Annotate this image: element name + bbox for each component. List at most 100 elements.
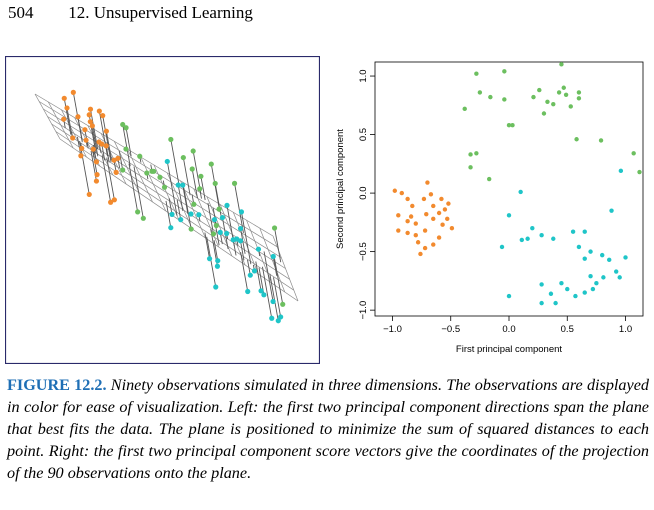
green-observation-point [151, 168, 157, 174]
green-observation-point [216, 206, 222, 212]
green-observation-point [208, 161, 214, 167]
teal-observation-point [211, 216, 218, 223]
green-observation-point [135, 209, 141, 215]
observation-points-3d [61, 89, 286, 324]
teal-score-point [600, 252, 605, 258]
green-observation-point [198, 173, 204, 179]
teal-score-point [506, 293, 512, 299]
orange-observation-point [115, 155, 121, 161]
orange-score-point [405, 230, 410, 236]
x-tick-label: 0.0 [502, 324, 515, 335]
teal-score-point [618, 168, 624, 174]
projection-line [176, 199, 182, 220]
y-tick-label: 1.0 [358, 69, 369, 82]
projection-line [128, 163, 139, 212]
teal-observation-point [270, 253, 276, 260]
teal-score-point [582, 290, 587, 295]
figure-caption: FIGURE 12.2. Ninety observations simulat… [7, 374, 649, 484]
teal-score-point [623, 255, 628, 260]
orange-observation-point [83, 137, 89, 143]
green-observation-point [168, 136, 174, 143]
orange-score-point [436, 235, 442, 240]
green-score-point [510, 123, 515, 128]
projection-line [170, 139, 180, 186]
projection-line [63, 98, 72, 135]
orange-score-point [410, 203, 415, 209]
teal-score-point [609, 208, 614, 213]
green-score-point [576, 96, 582, 101]
teal-score-point [588, 274, 593, 279]
orange-observation-point [61, 95, 67, 101]
orange-observation-point [111, 157, 117, 163]
teal-observation-point [278, 314, 284, 320]
teal-observation-point [269, 315, 275, 321]
projection-line [101, 155, 112, 203]
green-score-point [502, 69, 507, 74]
green-score-point [468, 152, 473, 157]
green-score-point [545, 99, 550, 104]
score-points [392, 62, 642, 306]
orange-score-point [425, 180, 430, 185]
orange-score-point [442, 207, 448, 212]
green-score-point [531, 94, 536, 100]
green-score-point [506, 123, 512, 128]
green-observation-point [231, 180, 238, 186]
teal-observation-point [255, 246, 262, 252]
teal-score-point [551, 236, 556, 241]
orange-score-point [422, 228, 428, 233]
teal-score-point [576, 244, 582, 250]
orange-score-point [424, 211, 429, 217]
green-score-point [537, 87, 542, 93]
projection-line [272, 256, 278, 276]
orange-observation-point [78, 153, 84, 159]
teal-observation-point [188, 211, 194, 217]
projection-line [133, 166, 144, 219]
projection-line [122, 124, 131, 167]
projection-line [232, 239, 237, 256]
green-observation-point [140, 215, 146, 221]
orange-observation-point [79, 145, 85, 151]
x-tick-label: 1.0 [619, 324, 632, 335]
projection-line [273, 277, 282, 318]
orange-observation-point [100, 113, 106, 119]
y-tick-label: 0.0 [358, 186, 369, 199]
green-score-point [637, 169, 642, 175]
y-tick-label: −0.5 [358, 242, 369, 261]
projection-line [247, 259, 251, 276]
green-observation-point [280, 301, 286, 307]
orange-observation-point [89, 123, 95, 129]
orange-score-point [408, 214, 414, 219]
chapter-title: 12. Unsupervised Learning [68, 3, 253, 22]
green-observation-point [120, 121, 126, 128]
orange-score-point [413, 221, 418, 226]
orange-observation-point [70, 135, 76, 141]
x-tick-label: −0.5 [441, 324, 460, 335]
orange-score-point [392, 188, 398, 193]
orange-score-point [449, 226, 455, 231]
green-score-point [576, 90, 582, 95]
green-score-point [474, 71, 479, 76]
teal-score-point [553, 300, 558, 306]
orange-score-point [413, 233, 418, 238]
green-score-point [598, 138, 604, 143]
y-tick-label: −1.0 [358, 301, 369, 320]
orange-score-point [436, 210, 442, 216]
teal-observation-point [224, 202, 230, 208]
orange-score-point [422, 245, 428, 251]
pc-score-scatter-plot: −1.0 −0.5 0.0 0.5 1.0 −1.0 −0.5 0.0 0.5 1.0 Firs… [335, 61, 644, 355]
orange-observation-point [96, 108, 102, 114]
plane-grid-line [38, 101, 278, 248]
teal-observation-point [215, 258, 221, 264]
green-observation-point [212, 180, 218, 187]
page-number: 504 [8, 3, 34, 22]
orange-observation-point [64, 105, 70, 111]
orange-score-point [415, 240, 421, 245]
green-observation-point [197, 186, 203, 192]
orange-score-point [445, 216, 450, 222]
projection-line [214, 183, 223, 220]
green-observation-point [180, 154, 186, 161]
green-score-point [477, 90, 483, 95]
green-score-point [486, 176, 492, 182]
x-tick-label: −1.0 [383, 324, 402, 335]
projection-line [177, 184, 184, 212]
